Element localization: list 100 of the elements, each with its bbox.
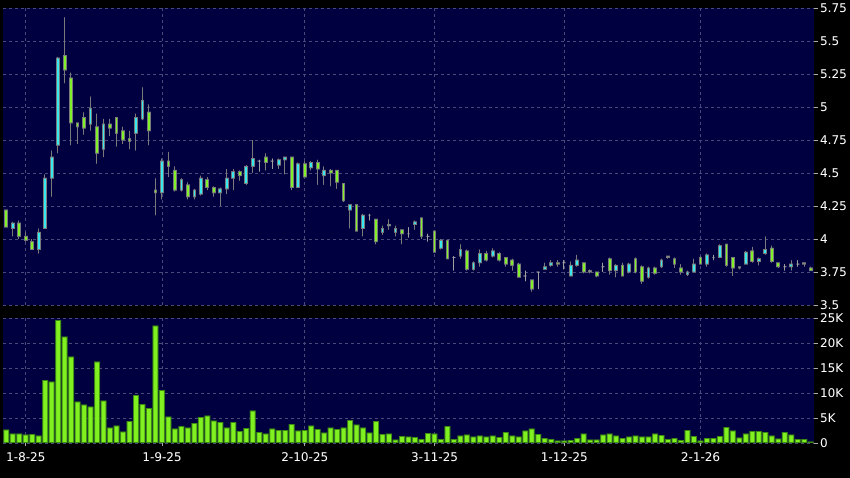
candlestick [770,245,774,264]
candlestick [322,166,326,186]
candlestick [796,260,800,268]
candlestick [627,262,631,274]
candlestick [121,126,125,144]
candlestick [712,254,715,261]
candlestick [789,260,793,272]
candlestick [290,156,294,191]
candlestick [63,16,67,84]
y-tick-label: 20K [820,336,844,350]
x-tick-label: 1-8-25 [6,450,46,464]
y-tick-label: 5K [820,411,837,425]
candlestick [238,170,242,182]
x-tick-label: 1-12-25 [540,450,588,464]
candlestick [387,218,391,230]
candlestick [199,175,203,196]
candlestick [303,160,307,178]
candlestick [582,262,586,274]
candlestick [24,232,28,242]
candlestick [355,204,358,232]
candlestick [108,118,112,137]
candlestick [426,233,430,242]
candlestick [335,170,339,190]
candlestick [82,112,86,136]
candlestick [394,225,397,237]
candlestick [621,262,624,276]
candlestick [452,256,456,272]
y-tick-label: 25K [820,311,844,325]
candlestick [128,130,131,150]
candlestick [530,279,534,292]
candlestick [69,72,73,146]
x-tick-label: 2-1-26 [680,450,720,464]
candlestick [257,159,261,172]
candlestick [673,256,676,269]
candlestick [562,260,566,270]
candlestick [660,258,663,269]
candlestick [413,220,417,230]
candlestick [595,272,599,278]
candlestick [510,258,514,272]
candlestick [193,188,196,200]
candlestick [491,248,495,258]
candlestick [361,213,365,237]
y-tick-label: 5.5 [820,34,840,48]
x-tick-label: 3-11-25 [411,450,458,464]
candlestick [666,256,670,260]
candlestick [504,256,508,268]
candlestick [270,158,274,170]
candlestick [472,260,475,272]
candlestick [225,168,229,195]
candlestick [497,252,501,262]
candlestick [212,186,216,198]
candlestick [160,158,164,200]
candlestick [329,168,333,187]
candlestick [478,249,482,268]
candlestick [647,266,650,280]
candlestick [699,256,702,265]
candlestick [757,256,761,266]
y-tick-label: 5.75 [820,1,847,15]
candlestick [37,228,41,254]
candlestick [277,158,281,170]
candlestick [517,262,521,278]
y-tick-label: 5.25 [820,67,847,81]
candlestick [783,264,787,272]
y-tick-label: 10K [820,386,844,400]
candlestick [750,246,754,264]
candlestick [167,151,170,178]
y-tick-label: 4.5 [820,166,840,180]
candlestick [549,260,553,268]
candlestick [439,238,443,250]
candlestick [543,262,547,270]
candlestick [102,118,105,158]
candlestick [776,262,780,269]
candlestick [601,262,605,272]
candlestick [218,187,222,206]
candlestick [614,264,618,278]
candlestick [56,56,60,154]
y-tick-label: 5 [820,100,828,114]
candlestick [608,256,612,276]
candlestick [484,250,488,262]
y-tick-label: 4 [820,232,828,246]
candlestick [296,162,300,188]
candlestick [725,244,728,268]
candlestick [244,164,248,186]
candlestick [251,140,255,174]
y-tick-label: 15K [820,361,844,375]
candlestick [342,183,345,203]
candlestick [264,152,268,171]
candlestick [283,156,287,175]
candlestick [705,253,709,268]
candlestick [89,96,92,132]
candlestick [731,256,735,276]
candlestick [446,240,449,260]
candlestick [115,117,118,148]
candlestick [381,225,384,236]
candlestick [465,249,469,272]
candlestick [95,113,99,164]
candlestick [173,166,177,192]
candlestick [17,220,21,240]
candlestick [4,209,8,228]
candlestick [348,204,352,229]
